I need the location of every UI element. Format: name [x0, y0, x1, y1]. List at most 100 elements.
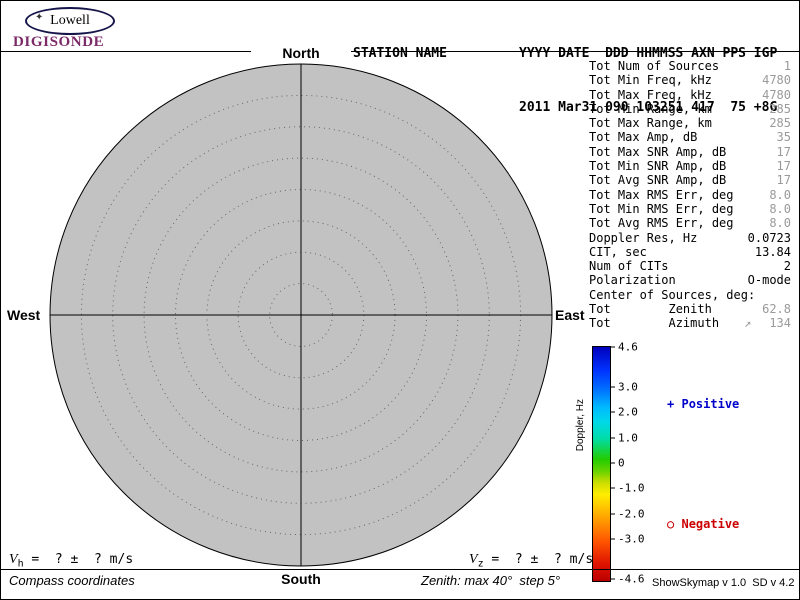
- stat-value: 285: [769, 101, 791, 116]
- stat-value: 4780: [762, 87, 791, 102]
- datetime-header: YYYY DATE DDD HHMMSS AXN PPS IGP 2011 Ma…: [519, 9, 777, 153]
- colorbar-tick: 4.6: [611, 341, 638, 354]
- stat-label: CIT, sec: [589, 244, 647, 259]
- tick-label: -4.6: [618, 572, 645, 586]
- stat-row: Tot Avg RMS Err, deg 8.0: [589, 216, 791, 230]
- tick-mark: [611, 437, 615, 439]
- colorbar-tick: -2.0: [611, 508, 645, 521]
- stat-label: Tot Max SNR Amp, dB: [589, 144, 727, 159]
- vh-subscript: h: [17, 558, 24, 570]
- colorbar-tick: 2.0: [611, 406, 638, 419]
- plus-icon: +: [667, 397, 675, 411]
- compass-label-north: North: [251, 45, 351, 61]
- station-header-label: STATION NAME: [353, 46, 447, 61]
- stat-label: Num of CITs: [589, 259, 669, 274]
- tick-mark: [611, 513, 615, 515]
- vh-symbol: V: [9, 552, 18, 567]
- stat-row: CIT, sec 13.84: [589, 245, 791, 259]
- stat-label: Doppler Res, Hz: [589, 230, 698, 245]
- legend-positive: + Positive: [667, 397, 739, 411]
- statistics-panel: Tot Num of Sources 1 Tot Min Freq, kHz 478…: [589, 59, 791, 331]
- vh-value: = ? ± ? m/s: [23, 552, 134, 567]
- stat-value: 134: [769, 316, 791, 331]
- digisonde-text: DIGISONDE: [13, 34, 105, 50]
- stat-value: 285: [769, 116, 791, 131]
- footer-divider: [1, 569, 799, 570]
- compass-label-south: South: [281, 571, 321, 587]
- stat-row: Tot Min Range, km 285: [589, 102, 791, 116]
- tick-label: 3.0: [618, 380, 638, 394]
- stat-label: Tot Min RMS Err, deg: [589, 201, 734, 216]
- stat-label: Tot Azimuth: [589, 316, 720, 331]
- tick-mark: [611, 462, 615, 464]
- datetime-header-values: 2011 Mar31 090 103251 417 75 +8G: [519, 100, 778, 115]
- stat-row: Tot Azimuth ↗ 134: [589, 316, 791, 330]
- stat-row: Tot Max Range, km 285: [589, 116, 791, 130]
- stat-value: 17: [776, 159, 791, 174]
- stat-row: Tot Max RMS Err, deg 8.0: [589, 188, 791, 202]
- vz-value: = ? ± ? m/s: [483, 552, 594, 567]
- stat-label: Tot Num of Sources: [589, 59, 720, 73]
- lowell-oval: ✦ Lowell: [25, 7, 115, 35]
- stat-label: Tot Min SNR Amp, dB: [589, 159, 727, 174]
- stat-value: 17: [776, 173, 791, 188]
- tick-label: 4.6: [618, 340, 638, 354]
- colorbar-tick: -4.6: [611, 573, 645, 586]
- stat-row: Center of Sources, deg:: [589, 288, 791, 302]
- colorbar-axis-label: Doppler, Hz: [575, 399, 586, 452]
- stat-label: Polarization: [589, 273, 676, 288]
- colorbar-tick: 0: [611, 457, 625, 470]
- stat-label: Tot Max Freq, kHz: [589, 87, 712, 102]
- stat-label: Tot Min Range, km: [589, 101, 712, 116]
- tick-mark: [611, 346, 615, 348]
- stat-label: Tot Max Amp, dB: [589, 130, 698, 145]
- datetime-header-labels: YYYY DATE DDD HHMMSS AXN PPS IGP: [519, 46, 778, 61]
- stat-row: Num of CITs 2: [589, 259, 791, 273]
- stat-row: Tot Min Freq, kHz 4780: [589, 73, 791, 87]
- vz-symbol: V: [469, 552, 478, 567]
- sparkle-icon: ✦: [35, 12, 44, 23]
- colorbar-tick: -1.0: [611, 482, 645, 495]
- zenith-scale-label: Zenith: max 40° step 5°: [421, 573, 561, 588]
- stat-label: Tot Max Range, km: [589, 116, 712, 131]
- stat-value: 4780: [762, 73, 791, 88]
- tick-mark: [611, 578, 615, 580]
- circle-icon: ○: [667, 517, 675, 531]
- stat-row: Tot Min SNR Amp, dB 17: [589, 159, 791, 173]
- stat-row: Doppler Res, Hz 0.0723: [589, 231, 791, 245]
- header-divider: [1, 51, 799, 52]
- stat-value: 0.0723: [747, 230, 791, 245]
- tick-label: -1.0: [618, 481, 645, 495]
- stat-value: 2: [783, 259, 791, 274]
- stat-value: 17: [776, 144, 791, 159]
- tick-label: 2.0: [618, 405, 638, 419]
- stat-row: Tot Num of Sources 1: [589, 59, 791, 73]
- stat-value: 13.84: [754, 244, 791, 259]
- colorbar-tick: -3.0: [611, 533, 645, 546]
- stat-label: Tot Avg SNR Amp, dB: [589, 173, 727, 188]
- stat-label: Tot Avg RMS Err, deg: [589, 216, 734, 231]
- stat-value: 62.8: [762, 302, 791, 317]
- coordinate-system-label: Compass coordinates: [9, 573, 135, 588]
- stat-row: Tot Max Freq, kHz 4780: [589, 88, 791, 102]
- horizontal-velocity-readout: Vh = ? ± ? m/s: [9, 552, 133, 570]
- stat-row: Tot Max Amp, dB 35: [589, 130, 791, 144]
- stat-value: 8.0: [769, 187, 791, 202]
- tick-mark: [611, 411, 615, 413]
- tick-label: -2.0: [618, 507, 645, 521]
- lowell-text: Lowell: [50, 13, 90, 28]
- colorbar-tick: 1.0: [611, 432, 638, 445]
- stat-row: Tot Avg SNR Amp, dB 17: [589, 173, 791, 187]
- stat-row: Polarization O-mode: [589, 273, 791, 287]
- colorbar-ticks: 4.6 3.0 2.0 1.0 0 -1.0 -2.0 -3.0 -4.6: [611, 341, 655, 586]
- tick-mark: [611, 487, 615, 489]
- app-version-label: ShowSkymap v 1.0 SD v 4.2: [652, 577, 795, 589]
- tick-mark: [611, 538, 615, 540]
- tick-label: 1.0: [618, 431, 638, 445]
- stat-label: Center of Sources, deg:: [589, 287, 756, 302]
- stat-value: 8.0: [769, 216, 791, 231]
- doppler-colorbar: [592, 346, 611, 582]
- legend-positive-label: Positive: [681, 397, 740, 411]
- lowell-digisonde-logo: ✦ Lowell DIGISONDE: [11, 6, 131, 52]
